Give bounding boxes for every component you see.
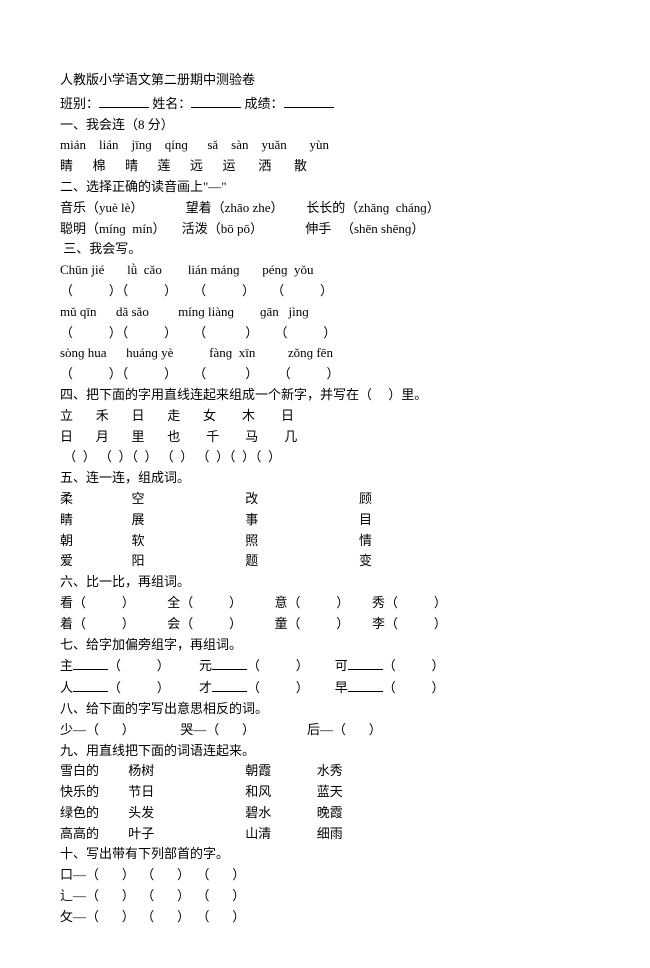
s7-r2-mid1: （ ） 才 (108, 680, 212, 695)
section6-row1[interactable]: 看（ ） 全（ ） 意（ ） 秀（ ） (60, 593, 590, 614)
section2-line1: 音乐（yuè lè） 望着（zhāo zhe） 长长的（zhǎnɡ chánɡ） (60, 198, 590, 219)
section4-row2: 日 月 里 也 千 马 几 (60, 427, 590, 448)
section4-row3[interactable]: （ ） （ ）（ ） （ ） （ ）（ ）（ ） (60, 447, 590, 468)
section7-row2[interactable]: 人 （ ） 才 （ ） 早 （ ） (60, 677, 590, 699)
section10-heading: 十、写出带有下列部首的字。 (60, 844, 590, 865)
section6-row2[interactable]: 着（ ） 会（ ） 童（ ） 李（ ） (60, 614, 590, 635)
s7-r1-mid1: （ ） 元 (108, 658, 212, 673)
section2-heading: 二、选择正确的读音画上"—" (60, 177, 590, 198)
section7-heading: 七、给字加偏旁组字，再组词。 (60, 635, 590, 656)
section5-row1: 柔 空 改 顾 (60, 489, 590, 510)
section2-line2: 聪明（mínɡ mín） 活泼（bō pō） 伸手 （shēn shēnɡ） (60, 219, 590, 240)
exam-title: 人教版小学语文第二册期中测验卷 (60, 70, 590, 91)
section3-row3-pinyin: sònɡ hua huánɡ yè fànɡ xīn zǒnɡ fēn (60, 343, 590, 364)
s7-r1-fill1[interactable] (73, 655, 108, 670)
name-blank[interactable] (191, 93, 241, 108)
section9-row4: 高高的 叶子 山清 细雨 (60, 824, 590, 845)
section7-row1[interactable]: 主 （ ） 元 （ ） 可 （ ） (60, 655, 590, 677)
s7-r2-mid2: （ ） 早 (247, 680, 348, 695)
section9-row1: 雪白的 杨树 朝霞 水秀 (60, 761, 590, 782)
section9-row2: 快乐的 节日 和风 蓝天 (60, 782, 590, 803)
section3-row1-blanks[interactable]: （ ）（ ） （ ） （ ） (60, 281, 590, 302)
section6-heading: 六、比一比，再组词。 (60, 572, 590, 593)
s7-r1-fill3[interactable] (348, 655, 383, 670)
section4-heading: 四、把下面的字用直线连起来组成一个新字，并写在（ ）里。 (60, 385, 590, 406)
s7-r1-mid2: （ ） 可 (247, 658, 348, 673)
class-blank[interactable] (99, 93, 149, 108)
section1-chars: 睛 棉 晴 莲 远 运 洒 散 (60, 156, 590, 177)
section8-heading: 八、给下面的字写出意思相反的词。 (60, 699, 590, 720)
student-info-line: 班别： 姓名： 成绩： (60, 93, 590, 115)
section8-row1[interactable]: 少—（ ） 哭—（ ） 后—（ ） (60, 720, 590, 741)
section5-row2: 睛 展 事 目 (60, 510, 590, 531)
s7-r1-fill2[interactable] (212, 655, 247, 670)
name-label: 姓名： (152, 96, 191, 111)
section3-heading: 三、我会写。 (60, 239, 590, 260)
section3-row3-blanks[interactable]: （ ）（ ） （ ） （ ） (60, 364, 590, 385)
s7-r2-fill3[interactable] (348, 677, 383, 692)
s7-r1-end: （ ） (383, 658, 445, 673)
section5-row4: 爱 阳 题 变 (60, 551, 590, 572)
class-label: 班别： (60, 96, 99, 111)
s7-r1-char1: 主 (60, 658, 73, 673)
section10-row1[interactable]: 口—（ ） （ ） （ ） (60, 865, 590, 886)
s7-r2-end: （ ） (383, 680, 445, 695)
section9-row3: 绿色的 头发 碧水 晚霞 (60, 803, 590, 824)
score-label: 成绩： (245, 96, 284, 111)
section5-heading: 五、连一连，组成词。 (60, 468, 590, 489)
section4-row1: 立 禾 日 走 女 木 日 (60, 406, 590, 427)
section10-row3[interactable]: 攵—（ ） （ ） （ ） (60, 907, 590, 928)
section3-row2-pinyin: mǔ qīn dǎ sǎo mínɡ liànɡ ɡān jìnɡ (60, 302, 590, 323)
s7-r2-char1: 人 (60, 680, 73, 695)
section5-row3: 朝 软 照 情 (60, 531, 590, 552)
s7-r2-fill1[interactable] (73, 677, 108, 692)
section10-row2[interactable]: 辶—（ ） （ ） （ ） (60, 886, 590, 907)
s7-r2-fill2[interactable] (212, 677, 247, 692)
score-blank[interactable] (284, 93, 334, 108)
section9-heading: 九、用直线把下面的词语连起来。 (60, 741, 590, 762)
section3-row1-pinyin: Chūn jié lǜ cǎo lián mánɡ pénɡ yǒu (60, 260, 590, 281)
section1-pinyin: mián lián jīnɡ qínɡ sǎ sàn yuǎn yùn (60, 135, 590, 156)
section1-heading: 一、我会连（8 分） (60, 115, 590, 136)
section3-row2-blanks[interactable]: （ ）（ ） （ ） （ ） (60, 323, 590, 344)
